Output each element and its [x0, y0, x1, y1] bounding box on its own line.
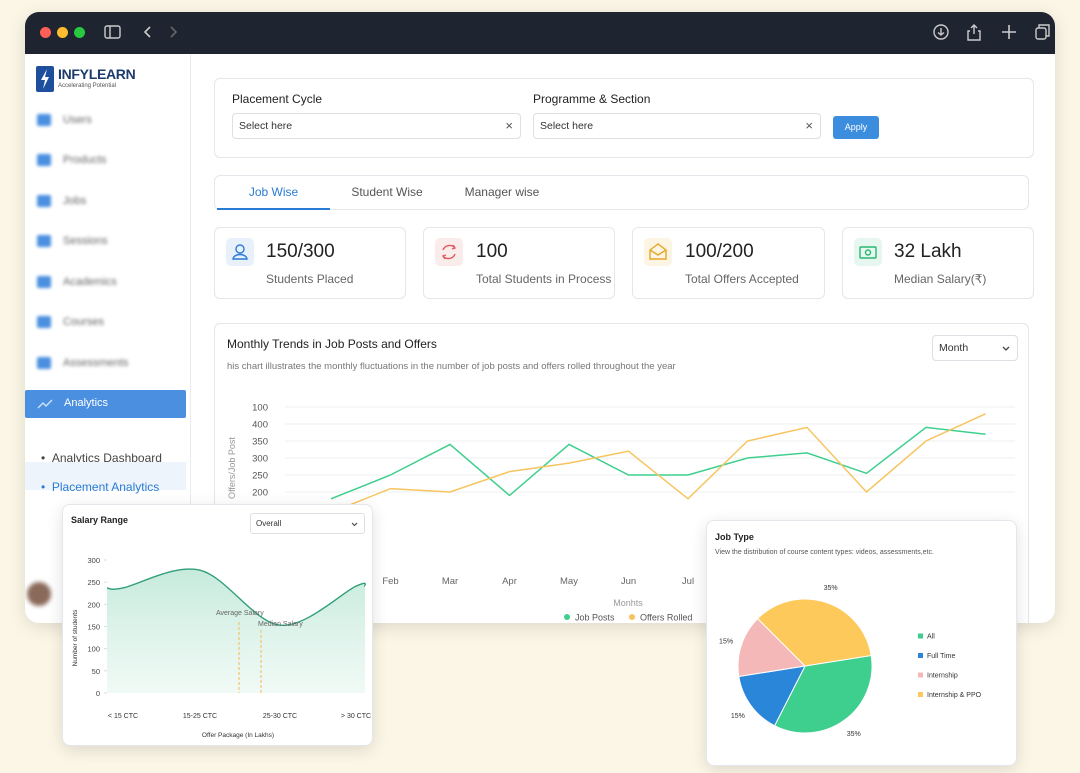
legend-swatch	[629, 614, 635, 620]
nav-item[interactable]: Users	[37, 114, 92, 127]
stat-icon	[226, 238, 254, 266]
chart-title: Job Type	[715, 532, 754, 542]
close-button[interactable]	[40, 27, 51, 38]
field-label: Placement Cycle	[232, 92, 323, 106]
nav-item[interactable]: Assessments	[37, 357, 128, 370]
stat-label: Median Salary(₹)	[894, 272, 987, 286]
stat-card: 100 Total Students in Process	[423, 227, 615, 299]
tab[interactable]: Student Wise	[351, 185, 423, 199]
tabs-button[interactable]	[1035, 27, 1047, 40]
x-tick-label: Feb	[382, 576, 398, 587]
tab-bar: Job Wise Student Wise Manager wise	[214, 175, 1029, 210]
legend-swatch	[564, 614, 570, 620]
legend-label: Offers Rolled	[640, 613, 692, 623]
browser-window: INFYLEARN Accelerating Potential Users P…	[25, 12, 1055, 623]
period-dropdown[interactable]: Month	[932, 335, 1018, 361]
zoom-button[interactable]	[74, 27, 85, 38]
stat-label: Students Placed	[266, 272, 354, 286]
salary-card: Salary Range Overall	[62, 504, 373, 746]
stat-value: 100/200	[685, 241, 754, 262]
y-tick-label: 300	[252, 454, 268, 465]
stat-icon	[435, 238, 463, 266]
y-axis-label: Offers/Job Post	[227, 437, 237, 499]
job-type-card: Job Type View the distribution of course…	[706, 520, 1017, 766]
logo-icon	[36, 66, 54, 92]
stat-icon	[644, 238, 672, 266]
x-tick-label: May	[560, 576, 578, 587]
tab-active[interactable]: Job Wise	[248, 185, 299, 199]
new-tab-button[interactable]	[1002, 25, 1016, 39]
nav-label: Analytics	[64, 397, 109, 409]
nav-item[interactable]: Academics	[37, 276, 117, 289]
stat-card: 32 Lakh Median Salary(₹)	[842, 227, 1034, 299]
toolbar-icons	[104, 24, 1050, 41]
minimize-button[interactable]	[57, 27, 68, 38]
nav-item[interactable]: Courses	[37, 316, 104, 329]
chart-title: Salary Range	[71, 515, 129, 525]
stat-label: Total Students in Process	[476, 272, 612, 286]
x-tick-label: Jun	[621, 576, 636, 587]
chart-subtitle: View the distribution of course content …	[715, 549, 934, 556]
y-tick-label: 200	[252, 488, 268, 499]
y-tick-label: 250	[252, 471, 268, 482]
legend-label: Job Posts	[575, 613, 615, 623]
stat-label: Total Offers Accepted	[685, 272, 799, 286]
y-tick-label: 350	[252, 437, 268, 448]
filter-card: Placement Cycle Select here × Programme &…	[214, 78, 1034, 158]
browser-toolbar	[25, 12, 1055, 54]
sub-nav-item[interactable]: • Analytics Dashboard	[41, 451, 162, 465]
stat-card: 150/300 Students Placed	[214, 227, 406, 299]
tab[interactable]: Manager wise	[464, 185, 540, 199]
back-button[interactable]	[143, 26, 151, 38]
field-label: Programme & Section	[533, 92, 651, 106]
nav-item[interactable]: Products	[37, 154, 106, 167]
nav-item[interactable]: Jobs	[37, 195, 86, 208]
share-button[interactable]	[967, 24, 981, 41]
sidebar-toggle[interactable]	[104, 25, 121, 39]
stat-value: 32 Lakh	[894, 241, 962, 262]
chart-title: Monthly Trends in Job Posts and Offers	[227, 337, 437, 351]
tab-underline	[217, 208, 330, 210]
chart-subtitle: his chart illustrates the monthly fluctu…	[227, 361, 676, 372]
apply-button[interactable]: Apply	[833, 116, 879, 139]
sub-nav-active[interactable]	[25, 462, 186, 490]
x-axis-label: Monhts	[613, 598, 643, 608]
forward-button[interactable]	[170, 26, 178, 38]
stat-value: 150/300	[266, 241, 335, 262]
nav-item-active[interactable]: Analytics	[25, 390, 186, 418]
y-tick-label: 100	[252, 403, 268, 414]
series-line	[330, 413, 986, 514]
stat-card: 100/200 Total Offers Accepted	[632, 227, 825, 299]
sub-nav-item[interactable]: • Placement Analytics	[41, 480, 160, 494]
avatar[interactable]	[27, 582, 51, 606]
series-line	[330, 426, 986, 500]
select-input[interactable]: Select here ×	[232, 113, 521, 139]
salary-dropdown[interactable]: Overall	[250, 513, 365, 534]
x-tick-label: Mar	[442, 576, 458, 587]
nav-item[interactable]: Sessions	[37, 235, 108, 248]
select-input[interactable]: Select here ×	[533, 113, 821, 139]
y-tick-label: 400	[252, 420, 268, 431]
x-tick-label: Jul	[682, 576, 694, 587]
logo-tagline: Accelerating Potential	[58, 83, 117, 89]
download-button[interactable]	[933, 24, 949, 40]
stat-value: 100	[476, 241, 508, 262]
stat-icon	[854, 238, 882, 266]
x-tick-label: Apr	[502, 576, 517, 587]
logo-text: INFYLEARN	[58, 66, 136, 82]
